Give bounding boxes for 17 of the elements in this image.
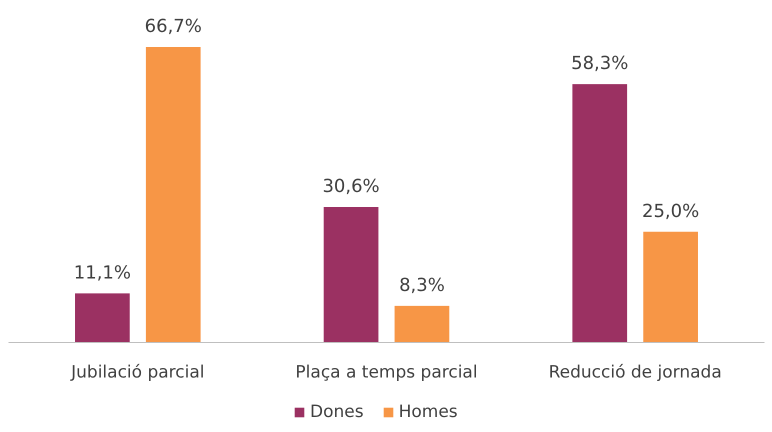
bar xyxy=(394,306,450,343)
data-label: 8,3% xyxy=(399,274,445,296)
bar xyxy=(572,84,628,343)
bar xyxy=(324,206,378,343)
legend-label: Dones xyxy=(310,402,364,422)
data-label: 25,0% xyxy=(642,200,700,222)
x-tick-label: Plaça a temps parcial xyxy=(295,362,478,383)
data-label: 30,6% xyxy=(322,176,380,197)
data-label: 11,1% xyxy=(74,262,131,284)
bar xyxy=(146,46,201,343)
legend-label: Homes xyxy=(398,402,458,422)
x-tick-label: Reducció de jornada xyxy=(548,362,722,383)
data-label: 58,3% xyxy=(571,53,628,74)
bar xyxy=(643,232,698,343)
x-tick-label: Jubilació parcial xyxy=(70,362,204,383)
data-label: 66,7% xyxy=(144,16,202,37)
bar xyxy=(75,293,130,343)
